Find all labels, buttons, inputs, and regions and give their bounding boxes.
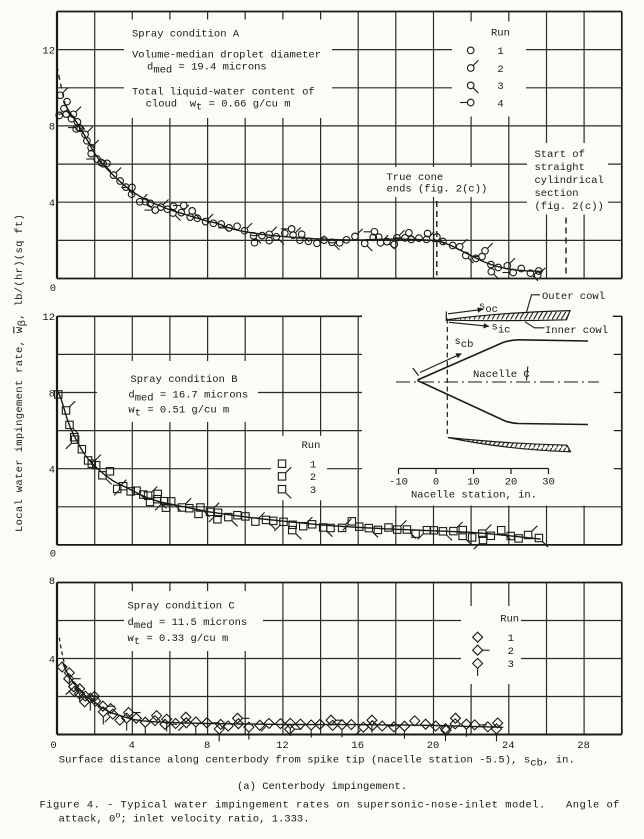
svg-text:24: 24 [502, 740, 515, 752]
svg-text:8: 8 [204, 740, 210, 752]
svg-text:12: 12 [42, 312, 55, 324]
svg-text:10: 10 [467, 477, 480, 489]
svg-text:cylindrical: cylindrical [535, 175, 604, 187]
svg-text:20: 20 [427, 740, 440, 752]
svg-text:attack, 0o; inlet velocity rat: attack, 0o; inlet velocity ratio, 1.333. [59, 811, 310, 826]
svg-text:4: 4 [49, 198, 55, 210]
svg-text:12: 12 [276, 740, 289, 752]
svg-text:4: 4 [129, 740, 135, 752]
svg-text:2: 2 [497, 64, 503, 76]
svg-text:Volume-median droplet diameter: Volume-median droplet diameter [132, 50, 321, 62]
svg-text:(a) Centerbody impingement.: (a) Centerbody impingement. [237, 781, 407, 793]
svg-text:wt = 0.33 g/cu m: wt = 0.33 g/cu m [128, 633, 229, 648]
svg-text:0: 0 [50, 740, 56, 752]
svg-text:-10: -10 [389, 477, 408, 489]
svg-text:Local water impingement rate,: Local water impingement rate, wβ, lb/(hr… [14, 214, 29, 532]
svg-text:1: 1 [497, 46, 503, 58]
svg-text:soc: soc [479, 301, 498, 316]
svg-text:1: 1 [310, 460, 316, 472]
svg-text:4: 4 [497, 98, 503, 110]
svg-text:dmed = 16.7 microns: dmed = 16.7 microns [128, 390, 248, 405]
svg-text:Outer cowl: Outer cowl [542, 291, 605, 303]
svg-text:Surface distance along centerb: Surface distance along centerbody from s… [59, 755, 575, 770]
svg-text:3: 3 [508, 659, 514, 671]
svg-text:3: 3 [497, 81, 503, 93]
svg-text:Nacelle C: Nacelle C [473, 369, 530, 381]
svg-text:30: 30 [542, 477, 555, 489]
svg-text:Start of: Start of [535, 149, 585, 161]
svg-text:8: 8 [49, 388, 55, 400]
svg-text:Inner cowl: Inner cowl [545, 325, 608, 337]
svg-text:8: 8 [49, 576, 55, 588]
svg-text:12: 12 [42, 46, 55, 58]
svg-text:Figure 4. - Typical water impi: Figure 4. - Typical water impingement ra… [40, 800, 620, 812]
svg-text:4: 4 [49, 465, 55, 477]
svg-text:(fig. 2(c)): (fig. 2(c)) [535, 201, 604, 213]
svg-text:Run: Run [491, 28, 510, 40]
svg-text:4: 4 [49, 654, 55, 666]
svg-text:8: 8 [49, 122, 55, 134]
svg-text:0: 0 [433, 477, 439, 489]
svg-text:dmed = 19.4 microns: dmed = 19.4 microns [147, 62, 267, 77]
svg-text:sic: sic [492, 322, 511, 337]
svg-text:Run: Run [500, 614, 519, 626]
svg-text:Run: Run [302, 440, 321, 452]
svg-text:1: 1 [508, 633, 514, 645]
svg-text:Total liquid-water content of: Total liquid-water content of [132, 87, 315, 99]
svg-text:0: 0 [50, 549, 56, 561]
svg-text:ends (fig. 2(c)): ends (fig. 2(c)) [387, 184, 488, 196]
svg-text:16: 16 [351, 740, 364, 752]
svg-text:3: 3 [310, 485, 316, 497]
svg-text:2: 2 [310, 472, 316, 484]
svg-text:28: 28 [577, 740, 590, 752]
svg-text:Nacelle station, in.: Nacelle station, in. [411, 490, 537, 502]
svg-text:Spray condition B: Spray condition B [130, 374, 237, 386]
svg-text:Spray condition A: Spray condition A [132, 29, 240, 41]
svg-text:2: 2 [508, 646, 514, 658]
svg-text:True cone: True cone [387, 172, 444, 184]
svg-text:20: 20 [505, 477, 518, 489]
svg-text:scb: scb [455, 336, 474, 351]
svg-text:dmed = 11.5 microns: dmed = 11.5 microns [128, 617, 248, 632]
svg-text:Spray condition C: Spray condition C [128, 601, 235, 613]
svg-text:section: section [535, 188, 579, 200]
svg-text:0: 0 [50, 283, 56, 295]
svg-text:cloud wt = 0.66 g/cu m: cloud wt = 0.66 g/cu m [146, 99, 291, 114]
svg-text:wt = 0.51 g/cu m: wt = 0.51 g/cu m [128, 405, 229, 420]
svg-text:straight: straight [535, 162, 585, 174]
